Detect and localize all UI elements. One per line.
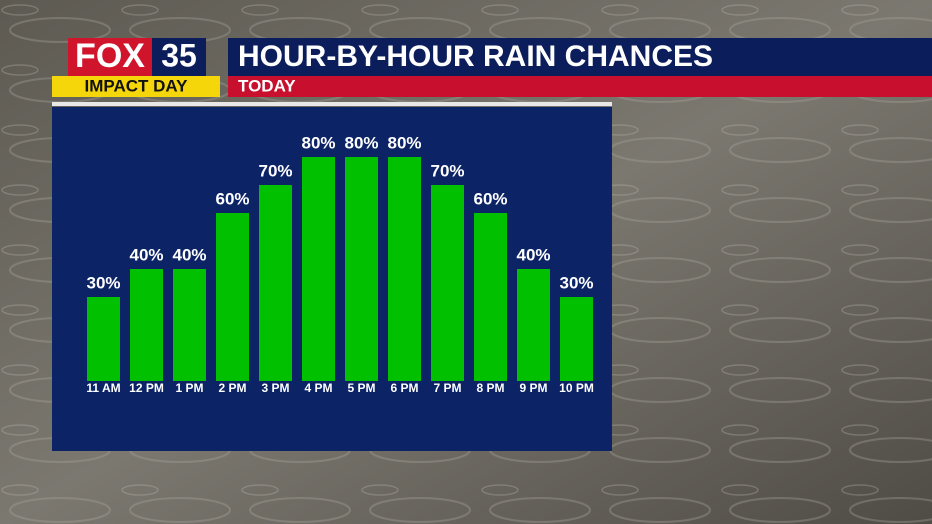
bar <box>130 269 163 381</box>
subtitle-bar <box>228 76 932 97</box>
value-label: 80% <box>387 133 421 152</box>
value-label: 30% <box>86 273 120 292</box>
x-tick-label: 7 PM <box>433 381 461 395</box>
logo-channel-box <box>152 38 206 76</box>
x-tick-label: 12 PM <box>129 381 164 395</box>
panel-top-rule <box>52 102 612 106</box>
logo-tag: IMPACT DAY <box>85 76 189 95</box>
value-label: 30% <box>559 273 593 292</box>
bar <box>259 185 292 381</box>
x-tick-label: 2 PM <box>218 381 246 395</box>
value-label: 80% <box>301 133 335 152</box>
x-tick-label: 1 PM <box>175 381 203 395</box>
value-label: 80% <box>344 133 378 152</box>
x-tick-label: 10 PM <box>559 381 594 395</box>
value-label: 40% <box>129 245 163 264</box>
x-tick-label: 4 PM <box>304 381 332 395</box>
bar <box>302 157 335 381</box>
value-label: 60% <box>473 189 507 208</box>
chart-title: HOUR-BY-HOUR RAIN CHANCES <box>238 40 713 73</box>
logo-channel: 35 <box>161 37 197 73</box>
bar <box>87 297 120 381</box>
value-label: 40% <box>516 245 550 264</box>
x-tick-label: 9 PM <box>519 381 547 395</box>
value-label: 60% <box>215 189 249 208</box>
bar <box>216 213 249 381</box>
bar <box>431 185 464 381</box>
chart-subtitle: TODAY <box>238 76 296 95</box>
bar <box>388 157 421 381</box>
bar <box>517 269 550 381</box>
value-label: 70% <box>430 161 464 180</box>
x-tick-label: 6 PM <box>390 381 418 395</box>
logo-brand-box <box>68 38 152 76</box>
x-tick-label: 11 AM <box>86 381 120 395</box>
logo-tag-box <box>52 76 220 97</box>
x-tick-label: 5 PM <box>347 381 375 395</box>
bar <box>560 297 593 381</box>
bar <box>474 213 507 381</box>
value-label: 70% <box>258 161 292 180</box>
logo-brand: FOX <box>75 37 145 75</box>
bar <box>345 157 378 381</box>
bar <box>173 269 206 381</box>
x-tick-label: 8 PM <box>476 381 504 395</box>
title-bar <box>228 38 932 76</box>
x-tick-label: 3 PM <box>261 381 289 395</box>
value-label: 40% <box>172 245 206 264</box>
